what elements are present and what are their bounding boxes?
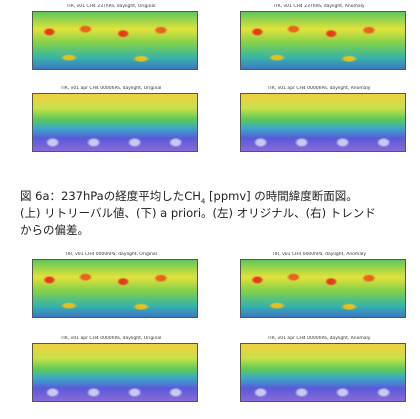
panel: TIR, v01 CH4 0000hPa, daylight, Original <box>22 252 200 326</box>
heatmap <box>240 11 406 70</box>
heatmap <box>32 259 198 318</box>
heatmap <box>240 93 406 152</box>
heatmap <box>32 11 198 70</box>
panel: TIR, v01 CH4 0000hPa, daylight, Anomaly <box>230 252 408 326</box>
panel-title: TIR, v01 apr CH4 0000hPa, daylight, Orig… <box>22 86 200 91</box>
panel-title: TIR, v01 CH4 0000hPa, daylight, Original <box>22 252 200 257</box>
caption-text: 図 6a：237hPaの経度平均したCH <box>20 189 201 203</box>
panel: TIR, v01 apr CH4 0000hPa, daylight, Anom… <box>230 86 408 160</box>
panel-title: TIR, v01 apr CH4 0000hPa, daylight, Anom… <box>230 336 408 341</box>
caption-line: (上) リトリーバル値、(下) a priori。(左) オリジナル、(右) ト… <box>20 205 376 221</box>
panel-title: TIR, v01 CH4 237hPa, daylight, Anomaly <box>230 4 408 9</box>
page: TIR, v01 CH4 237hPa, daylight, Original … <box>0 0 420 419</box>
heatmap <box>240 343 406 402</box>
heatmap <box>32 93 198 152</box>
panel-title: TIR, v01 CH4 0000hPa, daylight, Anomaly <box>230 252 408 257</box>
heatmap <box>240 259 406 318</box>
panel: TIR, v01 apr CH4 0000hPa, daylight, Orig… <box>22 86 200 160</box>
panel-title: TIR, v01 apr CH4 0000hPa, daylight, Anom… <box>230 86 408 91</box>
caption-text: [ppmv] の時間緯度断面図。 <box>205 189 357 203</box>
panel: TIR, v01 CH4 237hPa, daylight, Original <box>22 4 200 78</box>
caption-line: からの偏差。 <box>20 222 89 238</box>
panel-title: TIR, v01 apr CH4 0000hPa, daylight, Orig… <box>22 336 200 341</box>
panel-title: TIR, v01 CH4 237hPa, daylight, Original <box>22 4 200 9</box>
panel: TIR, v01 apr CH4 0000hPa, daylight, Orig… <box>22 336 200 410</box>
heatmap <box>32 343 198 402</box>
caption-line: 図 6a：237hPaの経度平均したCH4 [ppmv] の時間緯度断面図。 <box>20 188 358 205</box>
panel: TIR, v01 CH4 237hPa, daylight, Anomaly <box>230 4 408 78</box>
panel: TIR, v01 apr CH4 0000hPa, daylight, Anom… <box>230 336 408 410</box>
